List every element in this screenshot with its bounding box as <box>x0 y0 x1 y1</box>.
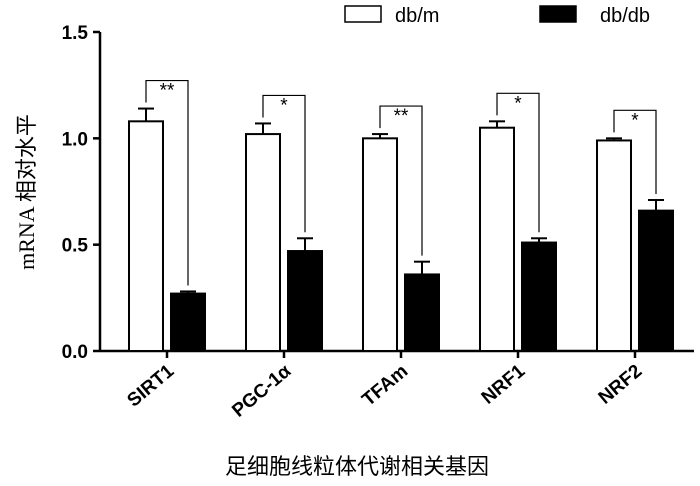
bar-db-m <box>128 120 164 352</box>
significance-label: * <box>631 110 639 131</box>
y-tick-label: 1.0 <box>62 129 88 150</box>
x-tick-label: TFAm <box>358 361 412 411</box>
bar-db-m <box>245 133 281 352</box>
bar-db-db <box>287 250 323 352</box>
y-tick-label: 1.5 <box>62 23 89 44</box>
legend-label-db-m: db/m <box>395 5 439 27</box>
plot-area: 0.0 0.5 1.0 1.5 SIRT1 ** PGC-1α * TFAm ** NRF1 * NRF… <box>62 23 694 422</box>
significance-label: ** <box>394 106 409 127</box>
legend: db/m db/db <box>344 5 650 27</box>
bar-db-db <box>521 241 557 352</box>
y-tick-label: 0.0 <box>62 342 88 363</box>
bar-db-db <box>404 273 440 352</box>
legend-swatch-db-db <box>539 5 577 23</box>
x-tick-label: PGC-1α <box>228 361 295 422</box>
x-tick-label: SIRT1 <box>123 360 178 411</box>
significance-label: * <box>514 93 522 114</box>
x-tick-label: NRF1 <box>478 360 530 408</box>
bar-db-m <box>596 139 632 352</box>
x-axis-title: 足细胞线粒体代谢相关基因 <box>225 454 489 479</box>
significance-bracket <box>613 109 657 195</box>
bar-db-db <box>170 292 206 352</box>
significance-bracket <box>262 94 306 233</box>
significance-label: * <box>280 95 288 116</box>
significance-bracket <box>145 79 189 286</box>
bar-db-db <box>638 209 674 352</box>
x-tick-label: NRF2 <box>595 361 647 409</box>
significance-bracket <box>496 92 540 233</box>
significance-label: ** <box>160 81 175 102</box>
y-tick-label: 0.5 <box>62 236 89 257</box>
legend-swatch-db-m <box>344 5 382 23</box>
y-axis-title: mRNA 相对水平 <box>14 114 39 270</box>
bar-db-m <box>362 137 398 352</box>
bar-db-m <box>479 126 515 352</box>
significance-bracket <box>379 105 423 256</box>
legend-label-db-db: db/db <box>600 5 650 27</box>
